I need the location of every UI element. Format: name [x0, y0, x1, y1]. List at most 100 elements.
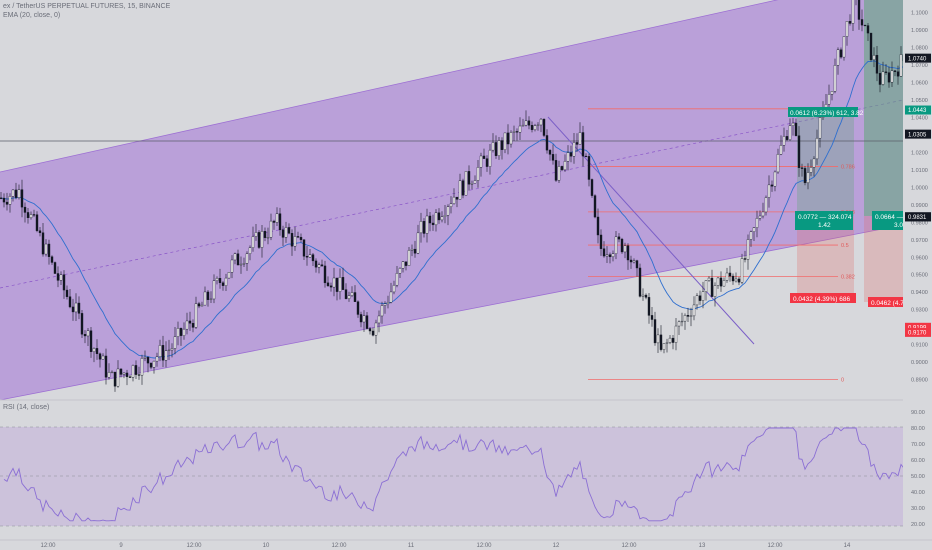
candle-body — [245, 253, 249, 264]
rsi-pane[interactable] — [0, 399, 905, 527]
candle-body — [101, 355, 105, 360]
candle-body — [557, 166, 561, 181]
price-badge-label: 0.9170 — [908, 331, 927, 337]
candle-body — [869, 32, 873, 61]
candle-body — [788, 125, 792, 140]
candle-body — [458, 180, 462, 200]
candle-body — [881, 71, 885, 85]
candle-body — [392, 284, 396, 293]
candle-body — [233, 253, 237, 261]
position-1-mid-line2: 1.42 — [818, 222, 831, 229]
candle-body — [122, 372, 126, 375]
candle-body — [56, 273, 60, 281]
candle-body — [191, 323, 195, 328]
candle-body — [836, 49, 840, 66]
candle-body — [176, 328, 180, 337]
candle-body — [611, 253, 615, 258]
candle-body — [734, 278, 738, 282]
candle-body — [575, 142, 579, 145]
candle-body — [149, 362, 153, 368]
candle-body — [503, 132, 507, 150]
candle-body — [332, 277, 336, 288]
time-scale[interactable]: 12:00 9 12:00 10 12:00 11 12:00 12 12:00 13 12:00 1… — [0, 539, 932, 549]
candle-body — [551, 154, 555, 161]
candle-body — [296, 236, 300, 238]
candle-body — [659, 334, 663, 350]
candle-body — [479, 155, 483, 168]
candle-body — [695, 295, 699, 306]
price-scale-background — [903, 0, 932, 540]
candle-body — [815, 137, 819, 160]
candle-body — [236, 253, 240, 266]
candle-body — [497, 140, 501, 156]
candle-body — [884, 71, 888, 73]
candle-body — [851, 0, 855, 24]
candle-body — [287, 227, 291, 234]
candle-body — [800, 167, 804, 169]
candle-body — [830, 91, 834, 95]
price-tick-label: 1.0000 — [911, 185, 928, 191]
candle-body — [524, 120, 528, 126]
candle-body — [335, 277, 339, 292]
candle-body — [419, 221, 423, 234]
candle-body — [32, 214, 36, 216]
candle-body — [284, 227, 288, 238]
candle-body — [311, 254, 315, 262]
candle-body — [107, 372, 111, 378]
candle-body — [329, 285, 333, 288]
candle-body — [305, 256, 309, 258]
candle-body — [833, 65, 837, 92]
candle-body — [29, 214, 33, 219]
candle-body — [506, 132, 510, 145]
candle-body — [707, 277, 711, 281]
candle-body — [389, 291, 393, 303]
price-badge — [905, 322, 931, 332]
candle-body — [95, 348, 99, 354]
candle-body — [470, 183, 474, 185]
candle-body — [473, 180, 477, 184]
long-position-2-loss-zone — [864, 216, 904, 302]
candle-body — [59, 274, 63, 281]
candle-body — [749, 231, 753, 240]
candle-body — [350, 292, 354, 296]
symbol-legend[interactable]: ex / TetherUS PERPETUAL FUTURES, 15, BIN… — [3, 3, 171, 10]
candle-body — [890, 70, 894, 83]
candle-body — [8, 196, 12, 205]
candle-body — [635, 260, 639, 269]
ema-legend[interactable]: EMA (20, close, 0) — [3, 12, 61, 19]
candle-body — [872, 55, 876, 61]
candle-body — [542, 118, 546, 136]
candle-body — [374, 322, 378, 336]
long-position-1-profit-zone — [797, 112, 854, 216]
channel-lower-edge — [0, 224, 904, 401]
candle-body — [743, 258, 747, 260]
price-tick-label: 1.0900 — [911, 28, 928, 34]
time-tick-label: 12:00 — [621, 543, 637, 549]
price-tick-label: 1.0100 — [911, 168, 928, 174]
candle-body — [512, 131, 516, 133]
candle-body — [242, 263, 246, 265]
price-tick-label: 1.0700 — [911, 63, 928, 69]
candle-body — [98, 353, 102, 360]
candle-body — [23, 206, 27, 213]
rsi-tick-labels: 90.00 80.00 70.00 60.00 50.00 40.00 30.00 20.00 — [911, 410, 925, 528]
candle-body — [320, 264, 324, 267]
candle-body — [785, 136, 789, 140]
candle-body — [425, 215, 429, 234]
time-tick-label: 12:00 — [476, 543, 492, 549]
ema-line — [0, 60, 905, 359]
candle-body — [140, 358, 144, 376]
candle-body — [827, 94, 831, 105]
candle-body — [116, 368, 120, 387]
position-1-stop-box — [790, 293, 856, 303]
candle-body — [509, 132, 513, 145]
candle-body — [449, 203, 453, 207]
candle-body — [713, 285, 717, 297]
candle-body — [806, 172, 810, 184]
candle-body — [887, 72, 891, 83]
rsi-legend[interactable]: RSI (14, close) — [3, 404, 50, 411]
candle-body — [308, 254, 312, 258]
price-scale[interactable]: 1.1000 1.0900 1.0800 1.0700 1.0600 1.0500 1.04… — [903, 0, 932, 540]
candle-body — [668, 337, 672, 343]
